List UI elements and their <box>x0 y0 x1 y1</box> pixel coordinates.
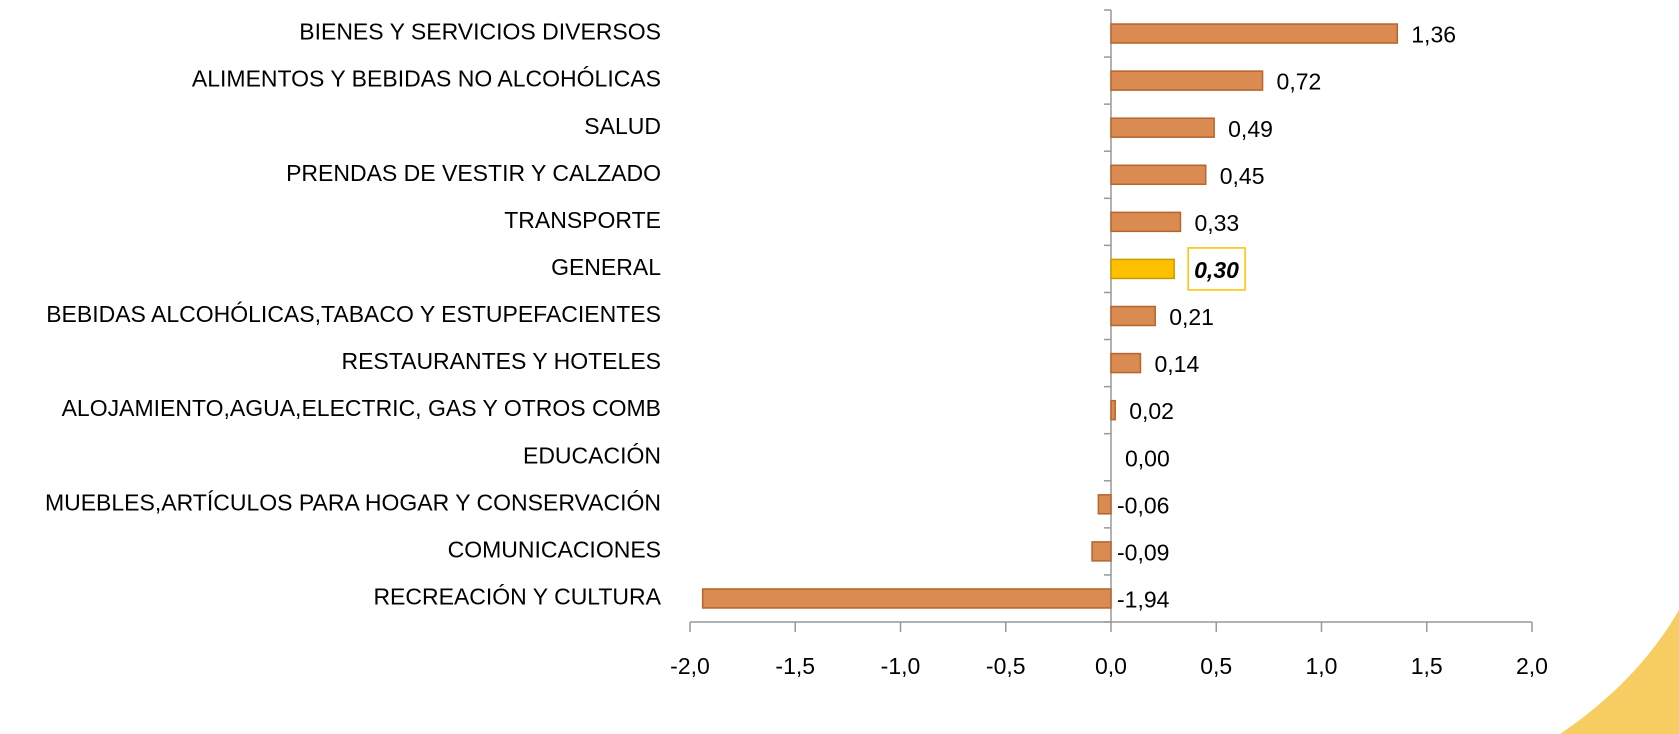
category-label: SALUD <box>584 113 661 139</box>
value-label: 0,30 <box>1194 257 1239 283</box>
x-tick-label: 0,0 <box>1095 653 1127 679</box>
bar <box>1091 541 1112 562</box>
value-label: 0,00 <box>1125 445 1170 471</box>
category-label: COMUNICACIONES <box>448 536 661 562</box>
x-tick-label: 1,0 <box>1306 653 1338 679</box>
corner-decoration <box>1560 610 1679 734</box>
value-label: -0,09 <box>1117 539 1169 565</box>
bar <box>1110 352 1142 374</box>
category-label: PRENDAS DE VESTIR Y CALZADO <box>286 160 661 186</box>
category-label: RESTAURANTES Y HOTELES <box>341 348 661 374</box>
x-tick-label: 2,0 <box>1516 653 1548 679</box>
bar <box>1097 494 1112 515</box>
value-label: 0,14 <box>1154 351 1199 377</box>
value-label: 1,36 <box>1411 22 1456 48</box>
x-tick-label: -1,5 <box>775 653 815 679</box>
x-tick-label: 0,5 <box>1200 653 1232 679</box>
bar <box>1110 117 1215 138</box>
value-label: 0,02 <box>1129 398 1174 424</box>
category-label: TRANSPORTE <box>504 207 661 233</box>
x-tick-label: 1,5 <box>1411 653 1443 679</box>
value-label-box <box>1187 247 1246 291</box>
category-label: EDUCACIÓN <box>523 442 661 468</box>
bar <box>1110 258 1175 280</box>
bar <box>1110 399 1116 421</box>
value-label: 0,49 <box>1228 116 1273 142</box>
bar <box>1110 23 1399 44</box>
x-tick-label: -2,0 <box>670 653 710 679</box>
value-label: 0,33 <box>1194 210 1239 236</box>
bar <box>1110 164 1207 186</box>
value-label: 0,45 <box>1220 163 1265 189</box>
bar <box>1110 70 1264 91</box>
bar <box>1110 211 1182 233</box>
bar <box>701 588 1112 609</box>
value-label: -0,06 <box>1117 492 1169 518</box>
x-tick-label: -1,0 <box>881 653 921 679</box>
value-label: 0,72 <box>1277 69 1322 95</box>
category-label: ALIMENTOS Y BEBIDAS NO ALCOHÓLICAS <box>192 66 661 92</box>
category-label: MUEBLES,ARTÍCULOS PARA HOGAR Y CONSERVAC… <box>45 489 661 515</box>
category-label: RECREACIÓN Y CULTURA <box>373 584 661 610</box>
value-label: 0,21 <box>1169 304 1214 330</box>
category-label: BEBIDAS ALCOHÓLICAS,TABACO Y ESTUPEFACIE… <box>46 301 661 327</box>
value-label: -1,94 <box>1117 587 1170 613</box>
category-label: BIENES Y SERVICIOS DIVERSOS <box>299 19 661 45</box>
bar <box>1110 305 1156 327</box>
category-label: GENERAL <box>551 254 661 280</box>
category-label: ALOJAMIENTO,AGUA,ELECTRIC, GAS Y OTROS C… <box>62 395 661 421</box>
x-tick-label: -0,5 <box>986 653 1026 679</box>
